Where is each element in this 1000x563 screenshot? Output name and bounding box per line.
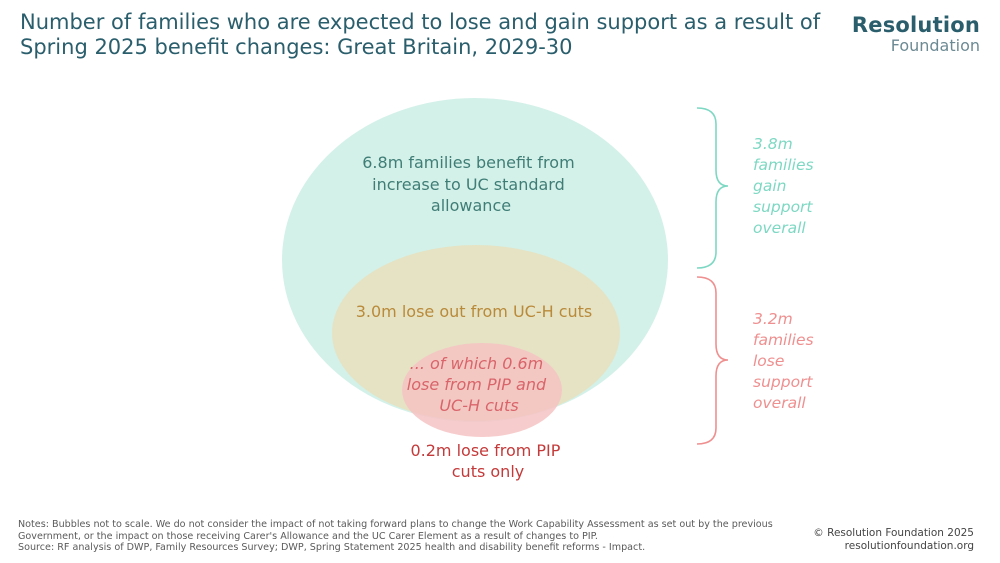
middle-bubble-label-line: 3.0m lose out from UC-H cuts bbox=[356, 302, 593, 321]
gain-bracket bbox=[696, 107, 729, 269]
lose-label-line: 3.2m bbox=[753, 310, 793, 328]
website-link[interactable]: resolutionfoundation.org bbox=[844, 540, 974, 552]
gain-label-line: support bbox=[753, 198, 813, 216]
notes-line: Notes: Bubbles not to scale. We do not c… bbox=[18, 519, 773, 530]
copyright-line: © Resolution Foundation 2025 bbox=[813, 527, 974, 539]
logo-line1: Resolution bbox=[851, 13, 980, 37]
notes: Notes: Bubbles not to scale. We do not c… bbox=[18, 519, 778, 554]
outer-bubble-label-line: increase to UC standard bbox=[372, 175, 565, 194]
gain-label-line: gain bbox=[753, 177, 786, 195]
pip-only-label-line: 0.2m lose from PIP bbox=[410, 441, 560, 460]
lose-bracket-label: 3.2m families lose support overall bbox=[753, 310, 819, 412]
lose-label-line: families bbox=[753, 331, 814, 349]
outer-bubble-label: 6.8m families benefit from increase to U… bbox=[362, 153, 580, 215]
pip-only-label: 0.2m lose from PIP cuts only bbox=[410, 441, 565, 481]
inner-bubble-label-line: lose from PIP and bbox=[407, 375, 547, 394]
gain-bracket-label: 3.8m families gain support overall bbox=[753, 135, 819, 237]
gain-label-line: families bbox=[753, 156, 814, 174]
outer-bubble-label-line: 6.8m families benefit from bbox=[362, 153, 574, 172]
notes-line: Government, or the impact on those recei… bbox=[18, 530, 598, 542]
gain-label-line: 3.8m bbox=[753, 135, 793, 153]
lose-label-line: overall bbox=[753, 394, 806, 412]
gain-label-line: overall bbox=[753, 219, 806, 237]
source-line: Source: RF analysis of DWP, Family Resou… bbox=[18, 542, 646, 553]
inner-bubble-label: ... of which 0.6m lose from PIP and UC-H… bbox=[407, 354, 551, 415]
lose-label-line: lose bbox=[753, 352, 784, 370]
inner-bubble-label-line: UC-H cuts bbox=[439, 396, 518, 415]
outer-bubble-label-line: allowance bbox=[431, 196, 511, 215]
pip-only-label-line: cuts only bbox=[452, 462, 524, 481]
copyright: © Resolution Foundation 2025 resolutionf… bbox=[813, 527, 974, 553]
middle-bubble-label: 3.0m lose out from UC-H cuts bbox=[356, 302, 593, 321]
inner-bubble-label-line: ... of which 0.6m bbox=[410, 354, 544, 373]
lose-bracket bbox=[696, 276, 729, 445]
logo[interactable]: Resolution Foundation bbox=[852, 14, 980, 55]
logo-line2: Foundation bbox=[890, 36, 980, 55]
inner-bubble bbox=[402, 343, 562, 437]
chart-title: Number of families who are expected to l… bbox=[20, 10, 821, 59]
lose-label-line: support bbox=[753, 373, 813, 391]
